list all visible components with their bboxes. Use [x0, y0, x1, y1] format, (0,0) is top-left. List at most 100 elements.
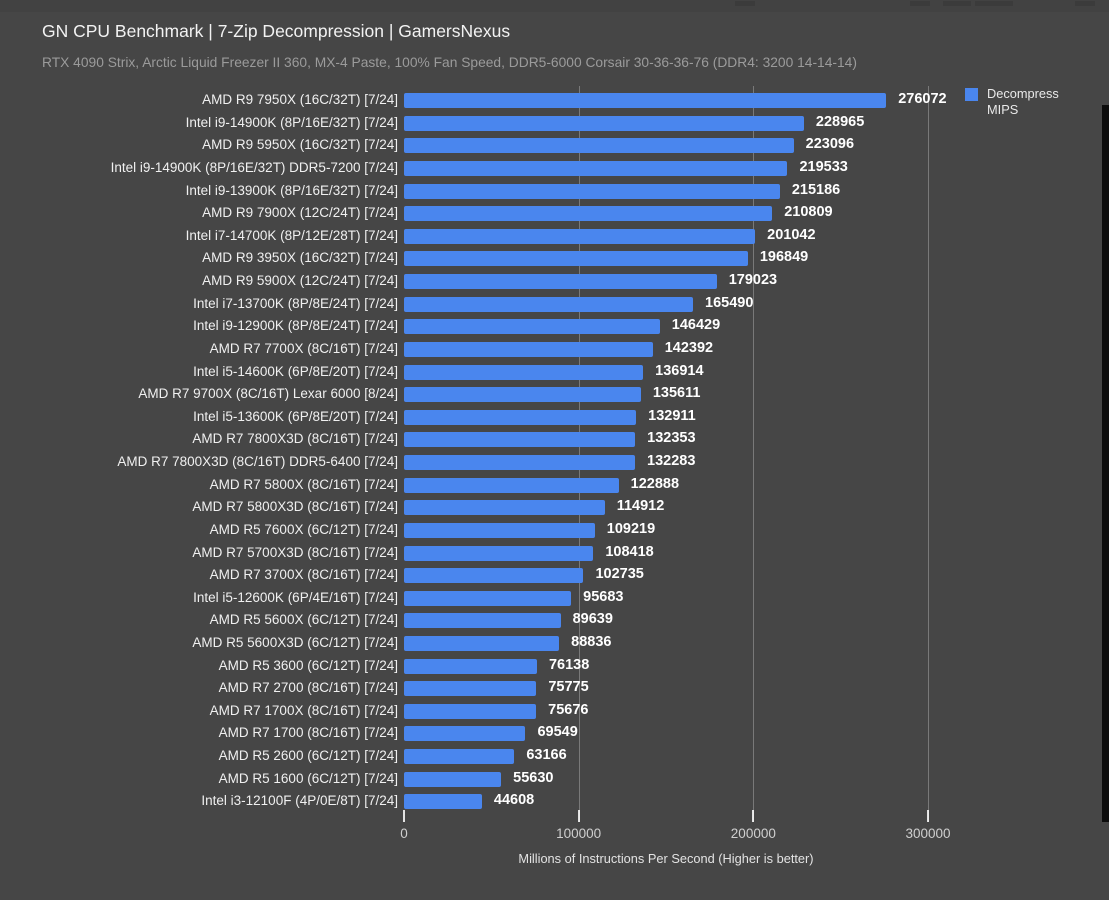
- category-label: AMD R7 1700 (8C/16T) [7/24]: [218, 725, 398, 741]
- window-artifact: [910, 1, 930, 6]
- window-artifact: [735, 1, 755, 6]
- category-label: Intel i9-12900K (8P/8E/24T) [7/24]: [193, 318, 398, 334]
- value-label: 276072: [898, 91, 947, 108]
- value-label: 108418: [605, 543, 654, 560]
- category-label: AMD R7 2700 (8C/16T) [7/24]: [218, 680, 398, 696]
- bar: [404, 771, 502, 787]
- bar: [404, 500, 605, 516]
- bar: [404, 93, 887, 109]
- x-axis-title: Millions of Instructions Per Second (Hig…: [518, 851, 814, 866]
- category-label: AMD R5 2600 (6C/12T) [7/24]: [218, 748, 398, 764]
- legend: Decompress MIPS: [965, 86, 1059, 118]
- category-label: Intel i3-12100F (4P/0E/8T) [7/24]: [201, 793, 398, 809]
- value-label: 102735: [595, 566, 644, 583]
- bar: [404, 364, 644, 380]
- category-label: Intel i7-13700K (8P/8E/24T) [7/24]: [193, 295, 398, 311]
- bar: [404, 341, 653, 357]
- value-label: 132911: [648, 407, 696, 424]
- value-label: 136914: [655, 362, 704, 379]
- bar: [404, 455, 636, 471]
- legend-label-line2: MIPS: [987, 102, 1019, 117]
- value-label: 63166: [526, 747, 567, 764]
- chart-subtitle: RTX 4090 Strix, Arctic Liquid Freezer II…: [42, 55, 857, 70]
- category-label: Intel i7-14700K (8P/12E/28T) [7/24]: [185, 227, 398, 243]
- category-label: AMD R5 5600X3D (6C/12T) [7/24]: [192, 634, 398, 650]
- value-label: 76138: [548, 656, 590, 673]
- bar: [404, 160, 788, 176]
- x-axis-tick-label: 100000: [556, 826, 602, 841]
- bar: [404, 681, 537, 697]
- category-label: AMD R7 5700X3D (8C/16T) [7/24]: [192, 544, 398, 560]
- category-label: Intel i5-13600K (6P/8E/20T) [7/24]: [193, 408, 398, 424]
- value-label: 219533: [799, 158, 848, 175]
- window-artifact: [943, 1, 971, 6]
- value-label: 196849: [759, 249, 809, 266]
- value-label: 44608: [493, 792, 535, 809]
- axis-tick: [403, 810, 405, 822]
- category-label: AMD R7 7700X (8C/16T) [7/24]: [209, 340, 398, 356]
- category-label: AMD R7 7800X3D (8C/16T) DDR5-6400 [7/24]: [117, 454, 398, 470]
- bar: [404, 658, 537, 674]
- bar: [404, 274, 717, 290]
- category-label: Intel i9-14900K (8P/16E/32T) [7/24]: [185, 114, 398, 130]
- category-label: AMD R9 3950X (16C/32T) [7/24]: [202, 250, 398, 266]
- x-axis-tick-label: 200000: [730, 826, 776, 841]
- gridline: [578, 86, 580, 822]
- bar: [404, 477, 619, 493]
- value-label: 146429: [671, 317, 721, 334]
- category-label: AMD R5 3600 (6C/12T) [7/24]: [218, 657, 398, 673]
- value-label: 75676: [548, 701, 589, 718]
- category-label: AMD R7 1700X (8C/16T) [7/24]: [209, 702, 398, 718]
- bar: [404, 183, 780, 199]
- category-label: AMD R7 5800X3D (8C/16T) [7/24]: [192, 499, 398, 515]
- bar: [404, 409, 637, 425]
- value-label: 228965: [815, 113, 865, 130]
- bar: [404, 432, 636, 448]
- category-label: AMD R9 7900X (12C/24T) [7/24]: [202, 205, 398, 221]
- bar: [404, 794, 482, 810]
- category-label: AMD R7 3700X (8C/16T) [7/24]: [209, 567, 398, 583]
- value-label: 55630: [513, 769, 554, 786]
- category-label: Intel i9-14900K (8P/16E/32T) DDR5-7200 […: [110, 159, 398, 175]
- category-label: AMD R7 7800X3D (8C/16T) [7/24]: [192, 431, 398, 447]
- value-label: 210809: [784, 204, 833, 221]
- value-label: 88836: [571, 633, 612, 650]
- value-label: 223096: [805, 136, 855, 153]
- bar: [404, 296, 694, 312]
- bar: [404, 138, 794, 154]
- bar: [404, 590, 572, 606]
- category-label: AMD R9 5950X (16C/32T) [7/24]: [202, 137, 398, 153]
- gridline: [928, 86, 929, 822]
- value-label: 132353: [647, 430, 696, 447]
- category-label: Intel i9-13900K (8P/16E/32T) [7/24]: [185, 182, 398, 198]
- bar: [404, 228, 756, 244]
- value-label: 135611: [652, 385, 701, 402]
- axis-tick: [927, 810, 929, 822]
- x-axis-tick-label: 0: [400, 826, 408, 841]
- bar: [404, 613, 561, 629]
- value-label: 142392: [664, 339, 714, 356]
- value-label: 132283: [647, 453, 696, 470]
- window-artifact: [975, 1, 1013, 6]
- value-label: 179023: [728, 272, 778, 289]
- category-label: AMD R5 1600 (6C/12T) [7/24]: [218, 770, 398, 786]
- value-label: 165490: [705, 294, 754, 311]
- x-axis-tick-label: 300000: [905, 826, 951, 841]
- bar: [404, 545, 594, 561]
- value-label: 95683: [583, 588, 624, 605]
- value-label: 109219: [606, 520, 656, 537]
- bar: [404, 206, 773, 222]
- bar: [404, 387, 641, 403]
- screen-edge-artifact: [1102, 105, 1109, 822]
- category-label: AMD R7 5800X (8C/16T) [7/24]: [209, 476, 398, 492]
- bar: [404, 749, 515, 765]
- category-label: AMD R7 9700X (8C/16T) Lexar 6000 [8/24]: [138, 386, 398, 402]
- bar: [404, 522, 595, 538]
- category-label: Intel i5-12600K (6P/4E/16T) [7/24]: [193, 589, 398, 605]
- legend-label-line1: Decompress: [987, 86, 1059, 101]
- legend-label: Decompress MIPS: [987, 86, 1059, 118]
- value-label: 69549: [537, 724, 578, 741]
- bar: [404, 703, 537, 719]
